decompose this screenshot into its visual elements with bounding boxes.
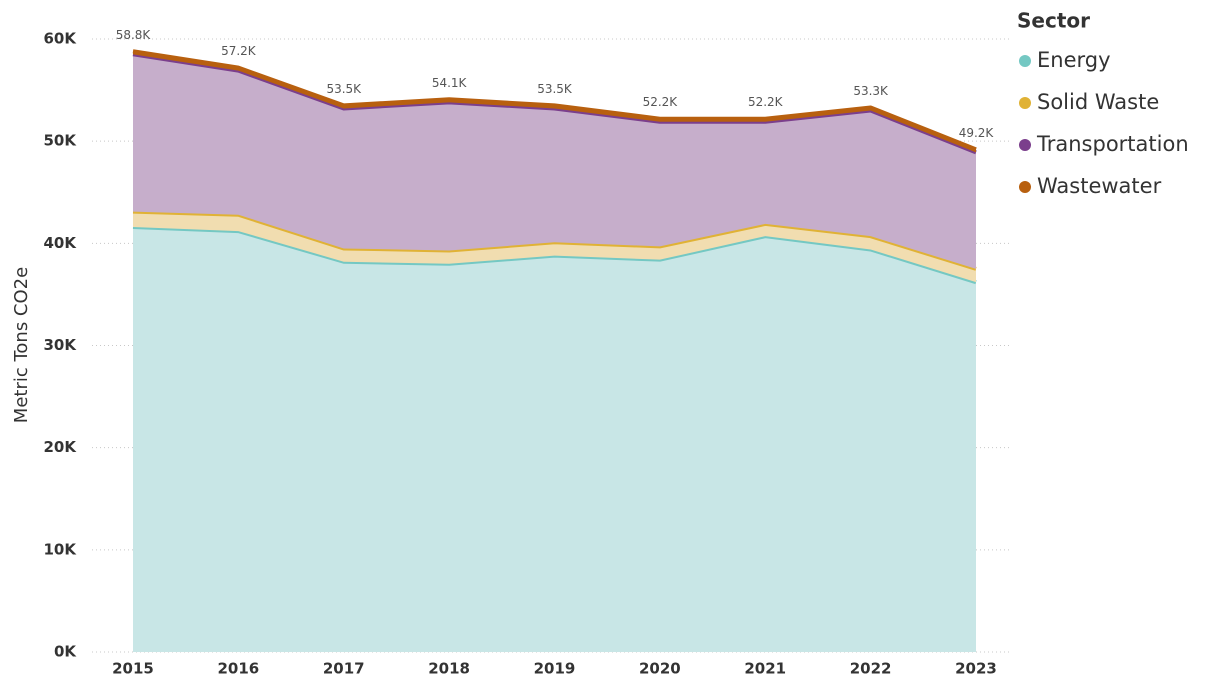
y-tick-label: 40K: [44, 234, 78, 252]
total-label: 52.2K: [643, 95, 679, 109]
legend-marker: [1019, 97, 1031, 109]
area: [133, 211, 976, 283]
y-tick-label: 10K: [44, 540, 78, 558]
area: [133, 54, 976, 269]
legend-marker: [1019, 181, 1031, 193]
legend-marker: [1019, 55, 1031, 67]
x-tick-label: 2015: [112, 660, 154, 678]
legend-label: Energy: [1037, 48, 1111, 72]
x-tick-label: 2018: [428, 660, 470, 678]
x-tick-label: 2016: [218, 660, 260, 678]
x-tick-label: 2017: [323, 660, 365, 678]
total-label: 53.5K: [326, 82, 362, 96]
x-tick-label: 2019: [534, 660, 576, 678]
y-tick-label: 60K: [44, 30, 78, 48]
y-tick-label: 0K: [54, 643, 77, 661]
total-label: 54.1K: [432, 76, 468, 90]
total-label: 53.5K: [537, 82, 573, 96]
x-tick-label: 2020: [639, 660, 681, 678]
legend-title: Sector: [1017, 9, 1090, 33]
area-line: [132, 49, 977, 152]
total-label: 53.3K: [853, 84, 889, 98]
total-label: 49.2K: [959, 126, 995, 140]
y-tick-label: 30K: [44, 336, 78, 354]
y-tick-label: 20K: [44, 438, 78, 456]
total-label: 58.8K: [116, 28, 152, 42]
x-tick-label: 2021: [744, 660, 786, 678]
y-tick-label: 50K: [44, 132, 78, 150]
y-axis-label: Metric Tons CO2e: [11, 267, 32, 423]
legend-marker: [1019, 139, 1031, 151]
total-label: 52.2K: [748, 95, 784, 109]
total-label: 57.2K: [221, 44, 257, 58]
legend-label: Wastewater: [1037, 174, 1162, 198]
legend-label: Solid Waste: [1037, 90, 1159, 114]
area: [133, 226, 976, 652]
x-tick-label: 2022: [850, 660, 892, 678]
x-tick-label: 2023: [955, 660, 997, 678]
legend-label: Transportation: [1036, 132, 1189, 156]
